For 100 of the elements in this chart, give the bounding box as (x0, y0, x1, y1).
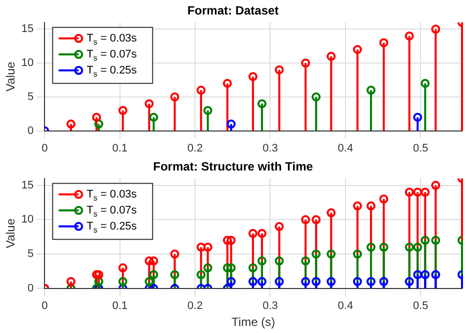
point (222, 78, 232, 88)
point (257, 228, 266, 238)
point (170, 250, 180, 259)
point (413, 188, 422, 197)
point (92, 270, 102, 280)
point (366, 86, 376, 95)
point (226, 120, 236, 129)
point (413, 270, 422, 280)
point (196, 270, 206, 280)
point (420, 236, 430, 245)
point (196, 242, 206, 252)
x-tick-label: 0.2 (187, 142, 203, 154)
point (94, 277, 104, 286)
x-tick-label: 0.4 (338, 300, 354, 312)
point (170, 92, 180, 102)
point (222, 236, 232, 245)
x-tick-label: 0 (42, 142, 48, 154)
point (413, 242, 422, 252)
chart-title: Format: Dataset (187, 4, 279, 18)
x-tick-label: 0.5 (412, 142, 428, 154)
point (144, 256, 154, 266)
point (226, 263, 236, 272)
point (366, 201, 376, 210)
point (312, 250, 321, 259)
chart-title: Format: Structure with Time (153, 160, 314, 174)
y-tick-label: 5 (28, 90, 34, 103)
point (226, 277, 236, 286)
point (366, 242, 376, 252)
point (274, 256, 284, 266)
point (274, 65, 284, 74)
y-tick-label: 15 (21, 23, 34, 36)
x-tick-label: 0.3 (262, 300, 278, 312)
point (94, 120, 104, 129)
y-tick-label: 0 (28, 282, 34, 294)
point (203, 242, 212, 252)
point (431, 180, 440, 190)
point (404, 31, 414, 40)
point (274, 277, 284, 286)
point (420, 270, 430, 280)
point (431, 24, 440, 34)
point (431, 270, 440, 280)
point (203, 263, 212, 272)
point (248, 263, 258, 272)
point (326, 208, 336, 218)
point (352, 201, 362, 210)
y-tick-label: 0 (28, 124, 34, 137)
x-tick-label: 0.5 (412, 300, 428, 312)
point (203, 106, 212, 115)
point (379, 242, 388, 252)
point (301, 215, 310, 224)
point (149, 256, 158, 266)
point (144, 99, 154, 108)
y-axis-title: Value (4, 218, 18, 248)
y-tick-label: 15 (21, 179, 34, 192)
point (413, 112, 422, 122)
point (149, 270, 158, 280)
point (196, 86, 206, 95)
point (312, 215, 321, 224)
point (352, 45, 362, 54)
y-tick-label: 10 (21, 57, 34, 70)
point (118, 263, 128, 272)
point (222, 263, 232, 272)
point (379, 277, 388, 286)
point (301, 58, 310, 68)
y-tick-label: 10 (21, 214, 34, 226)
point (312, 92, 321, 102)
x-tick-label: 0.2 (187, 300, 203, 312)
point (118, 277, 128, 286)
point (301, 277, 310, 286)
point (257, 256, 266, 266)
y-axis-title: Value (4, 61, 18, 92)
x-tick-label: 0.3 (262, 142, 278, 154)
point (66, 277, 76, 286)
point (248, 277, 258, 286)
point (326, 250, 336, 259)
point (149, 112, 158, 122)
point (420, 78, 430, 88)
point (226, 236, 236, 245)
point (274, 222, 284, 232)
point (248, 72, 258, 82)
point (352, 250, 362, 259)
point (170, 270, 180, 280)
point (379, 38, 388, 48)
x-tick-label: 0 (42, 300, 48, 312)
point (257, 277, 266, 286)
point (352, 277, 362, 286)
point (326, 52, 336, 61)
y-tick-label: 5 (28, 248, 34, 260)
point (301, 256, 310, 266)
point (257, 99, 266, 108)
point (92, 112, 102, 122)
point (379, 194, 388, 204)
x-tick-label: 0.1 (112, 142, 128, 154)
x-axis-title: Time (s) (232, 315, 276, 330)
point (248, 228, 258, 238)
x-tick-label: 0.1 (112, 300, 128, 312)
point (404, 188, 414, 197)
x-tick-label: 0.4 (338, 142, 354, 154)
point (431, 236, 440, 245)
point (404, 242, 414, 252)
